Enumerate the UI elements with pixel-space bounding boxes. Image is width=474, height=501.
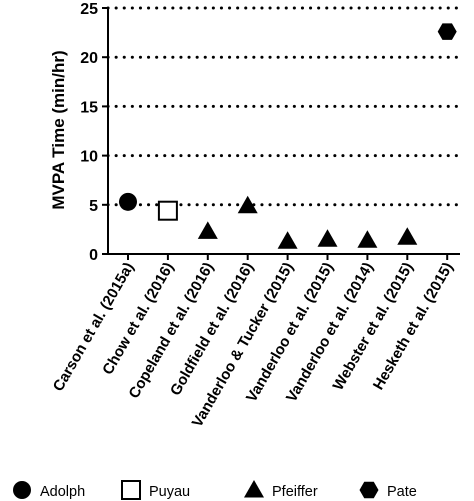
data-point-pfeiffer [357, 230, 378, 248]
legend-marker-puyau [121, 480, 141, 500]
data-points [119, 23, 457, 249]
x-axis-ticks: Carson et al. (2015a)Chow et al. (2016)C… [50, 254, 457, 430]
y-tick-label: 10 [80, 149, 98, 166]
y-tick-label: 15 [80, 99, 98, 116]
x-tick-label: Chow et al. (2016) [99, 259, 177, 377]
data-point-pfeiffer [237, 195, 258, 214]
y-tick-label: 5 [89, 198, 98, 215]
axes [107, 7, 460, 255]
legend-label-adolph: Adolph [40, 484, 85, 500]
y-axis-title: MVPA Time (min/hr) [49, 50, 68, 209]
legend-marker-pate [359, 481, 379, 499]
legend-marker-pfeiffer [244, 480, 264, 498]
data-point-pfeiffer [197, 221, 218, 239]
legend-marker-adolph [13, 481, 31, 499]
y-tick-label: 0 [89, 247, 98, 264]
legend-label-puyau: Puyau [149, 484, 190, 500]
y-axis-ticks: 0 5 10 15 20 25 [80, 1, 108, 264]
data-point-adolph [119, 192, 137, 211]
data-point-pfeiffer [317, 229, 338, 247]
legend-label-pfeiffer: Pfeiffer [272, 484, 318, 500]
y-tick-label: 25 [80, 1, 98, 18]
data-point-pate [437, 23, 457, 40]
legend-label-pate: Pate [387, 484, 417, 500]
legend: Adolph Puyau Pfeiffer Pate [13, 480, 417, 500]
y-tick-label: 20 [80, 50, 98, 67]
data-point-pfeiffer [397, 227, 418, 245]
data-point-pfeiffer [277, 231, 298, 249]
data-point-puyau [157, 200, 178, 221]
grid-lines [106, 6, 462, 207]
